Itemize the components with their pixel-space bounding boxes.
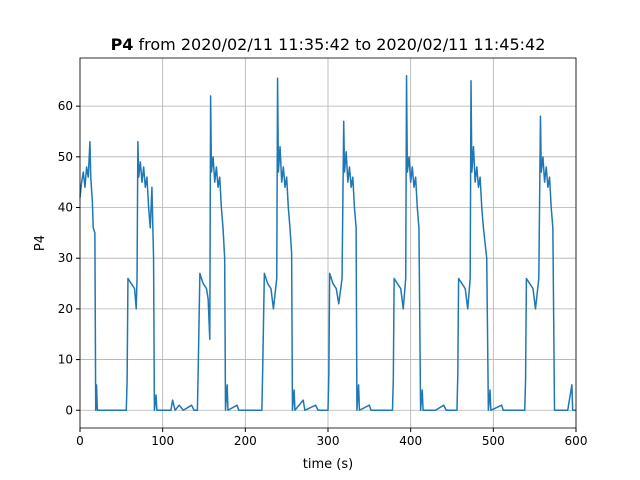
y-tick-label: 20	[58, 302, 73, 316]
y-tick-label: 60	[58, 99, 73, 113]
y-axis-label: P4	[33, 235, 48, 251]
x-tick-label: 300	[317, 434, 340, 448]
y-tick-label: 0	[65, 403, 73, 417]
chart-title: P4 from 2020/02/11 11:35:42 to 2020/02/1…	[111, 35, 546, 54]
x-tick-label: 400	[399, 434, 422, 448]
x-tick-label: 500	[482, 434, 505, 448]
data-line	[79, 74, 576, 412]
x-tick-label: 0	[76, 434, 84, 448]
y-tick-label: 30	[58, 251, 73, 265]
y-tick-label: 40	[58, 201, 73, 215]
plot-frame	[79, 57, 577, 429]
y-tick-label: 50	[58, 150, 73, 164]
title-text: from 2020/02/11 11:35:42 to 2020/02/11 1…	[139, 35, 546, 54]
title-bold: P4	[111, 35, 134, 54]
y-tick-label: 10	[58, 353, 73, 367]
x-tick-label: 600	[565, 434, 588, 448]
x-axis-label: time (s)	[303, 457, 353, 472]
x-tick-label: 100	[151, 434, 174, 448]
x-tick-label: 200	[234, 434, 257, 448]
